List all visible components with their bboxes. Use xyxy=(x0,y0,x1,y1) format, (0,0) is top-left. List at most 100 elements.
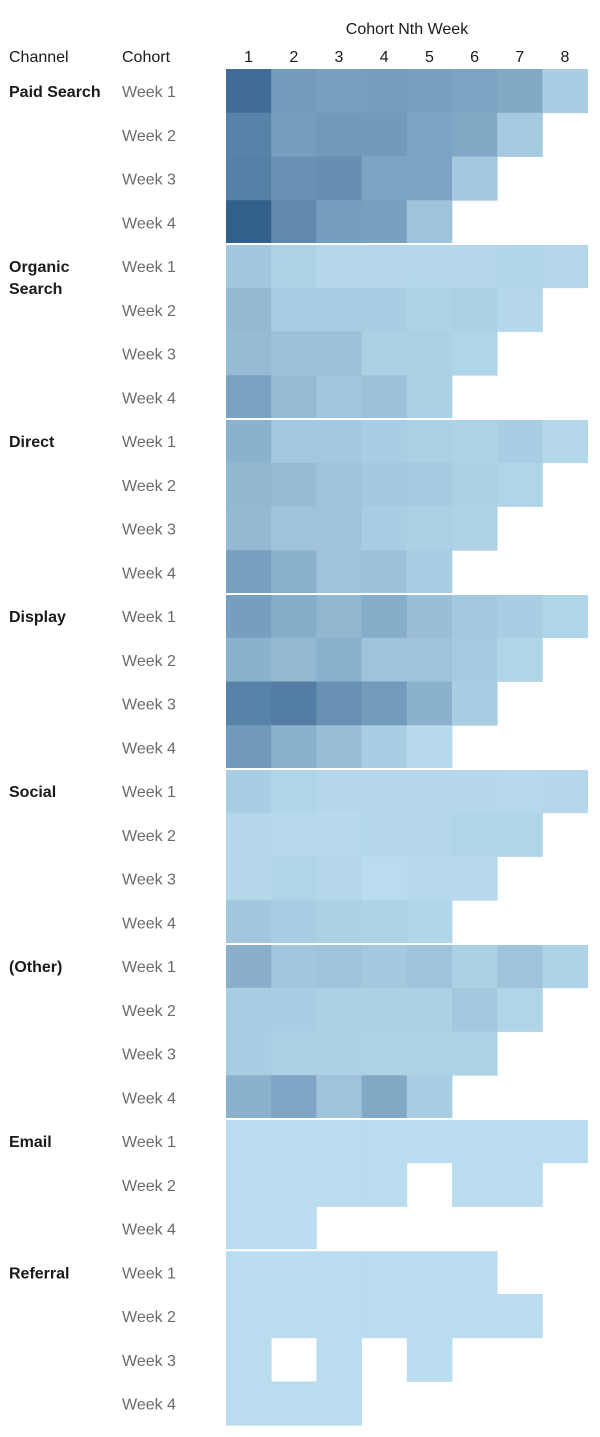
heatmap-cell xyxy=(316,944,362,989)
heatmap-cell xyxy=(452,419,498,464)
heatmap-cell xyxy=(452,1119,498,1164)
cohort-label: Week 2 xyxy=(122,478,176,495)
heatmap-cell xyxy=(406,1294,453,1339)
heatmap-cell xyxy=(316,987,362,1032)
heatmap-cell xyxy=(226,156,272,201)
heatmap-cell xyxy=(497,944,543,989)
cohort-label: Week 4 xyxy=(122,565,176,582)
heatmap-cell xyxy=(452,1294,498,1339)
heatmap-cell xyxy=(271,1381,317,1426)
heatmap-cell xyxy=(226,112,272,157)
heatmap-cell xyxy=(452,244,498,289)
channel-label: Referral xyxy=(9,1265,69,1282)
heatmap-cell xyxy=(406,637,453,682)
heatmap-cell xyxy=(226,331,272,376)
heatmap-cell xyxy=(361,200,408,245)
heatmap-cell xyxy=(361,331,408,376)
heatmap-cell xyxy=(452,987,498,1032)
heatmap-cell xyxy=(271,244,317,289)
heatmap-cell xyxy=(406,1119,453,1164)
heatmap-cell xyxy=(226,769,272,814)
heatmap-cell xyxy=(271,900,317,945)
heatmap-cell xyxy=(406,200,453,245)
heatmap-cell xyxy=(226,812,272,857)
heatmap-cell xyxy=(316,1075,362,1120)
heatmap-cell xyxy=(361,1119,408,1164)
heatmap-cell xyxy=(271,812,317,857)
column-tick-1: 1 xyxy=(244,49,253,66)
column-tick-6: 6 xyxy=(470,49,479,66)
heatmap-cell xyxy=(226,987,272,1032)
heatmap-cell xyxy=(452,681,498,726)
heatmap-cell xyxy=(226,1337,272,1382)
heatmap-cell xyxy=(316,856,362,901)
heatmap-cell xyxy=(226,1031,272,1076)
heatmap-cell xyxy=(497,637,543,682)
heatmap-cell xyxy=(361,725,408,770)
heatmap-cell xyxy=(271,1206,317,1251)
heatmap-cell xyxy=(271,725,317,770)
heatmap-cell xyxy=(542,244,588,289)
heatmap-cell xyxy=(406,944,453,989)
heatmap-cell xyxy=(406,1075,453,1120)
heatmap-cell xyxy=(316,1119,362,1164)
heatmap-cell xyxy=(226,1206,272,1251)
heatmap-cell xyxy=(271,769,317,814)
channel-label: Display xyxy=(9,609,66,626)
cohort-label: Week 4 xyxy=(122,390,176,407)
heatmap-cell xyxy=(542,419,588,464)
heatmap-cell xyxy=(316,550,362,595)
heatmap-cell xyxy=(406,769,453,814)
heatmap-cell xyxy=(361,812,408,857)
heatmap-cell xyxy=(361,594,408,639)
heatmap-cell xyxy=(497,462,543,507)
heatmap-cell xyxy=(226,1075,272,1120)
cohort-label: Week 3 xyxy=(122,522,176,539)
cohort-label: Week 1 xyxy=(122,959,176,976)
heatmap-cell xyxy=(361,156,408,201)
heatmap-cell xyxy=(452,944,498,989)
heatmap-cell xyxy=(226,550,272,595)
heatmap-cell xyxy=(226,681,272,726)
cohort-label: Week 1 xyxy=(122,259,176,276)
column-tick-3: 3 xyxy=(335,49,344,66)
cohort-label: Week 4 xyxy=(122,215,176,232)
heatmap-cell xyxy=(361,681,408,726)
heatmap-cell xyxy=(271,200,317,245)
heatmap-cell xyxy=(361,944,408,989)
cohort-label: Week 2 xyxy=(122,1003,176,1020)
heatmap-cell xyxy=(316,1381,362,1426)
heatmap-cell xyxy=(406,812,453,857)
heatmap-cell xyxy=(497,287,543,332)
heatmap-cell xyxy=(406,1031,453,1076)
cohort-label: Week 1 xyxy=(122,434,176,451)
heatmap-cell xyxy=(406,856,453,901)
cohort-label: Week 4 xyxy=(122,1397,176,1414)
heatmap-cell xyxy=(316,112,362,157)
heatmap-cell xyxy=(271,1162,317,1207)
heatmap-cell xyxy=(316,287,362,332)
heatmap-cell xyxy=(452,637,498,682)
cohort-label: Week 2 xyxy=(122,128,176,145)
heatmap-cell xyxy=(406,244,453,289)
row-labels: Paid Search Week 1 Week 2 Week 3 Week 4 Organ… xyxy=(9,84,176,1414)
cohort-label: Week 1 xyxy=(122,1265,176,1282)
heatmap-cell xyxy=(316,462,362,507)
heatmap-cell xyxy=(226,1119,272,1164)
heatmap-cell xyxy=(406,506,453,551)
heatmap-cell xyxy=(316,331,362,376)
cohort-label: Week 4 xyxy=(122,1090,176,1107)
cohort-label: Week 3 xyxy=(122,697,176,714)
heatmap-cell xyxy=(361,112,408,157)
heatmap-cell xyxy=(361,375,408,420)
heatmap-cell xyxy=(226,637,272,682)
column-tick-4: 4 xyxy=(380,49,389,66)
heatmap-cell xyxy=(361,287,408,332)
heatmap-cell xyxy=(452,69,498,114)
heatmap-cell xyxy=(406,375,453,420)
heatmap-cell xyxy=(361,550,408,595)
heatmap-cell xyxy=(497,1294,543,1339)
heatmap-cell xyxy=(361,1294,408,1339)
heatmap-cell xyxy=(316,1162,362,1207)
heatmap-cell xyxy=(226,506,272,551)
